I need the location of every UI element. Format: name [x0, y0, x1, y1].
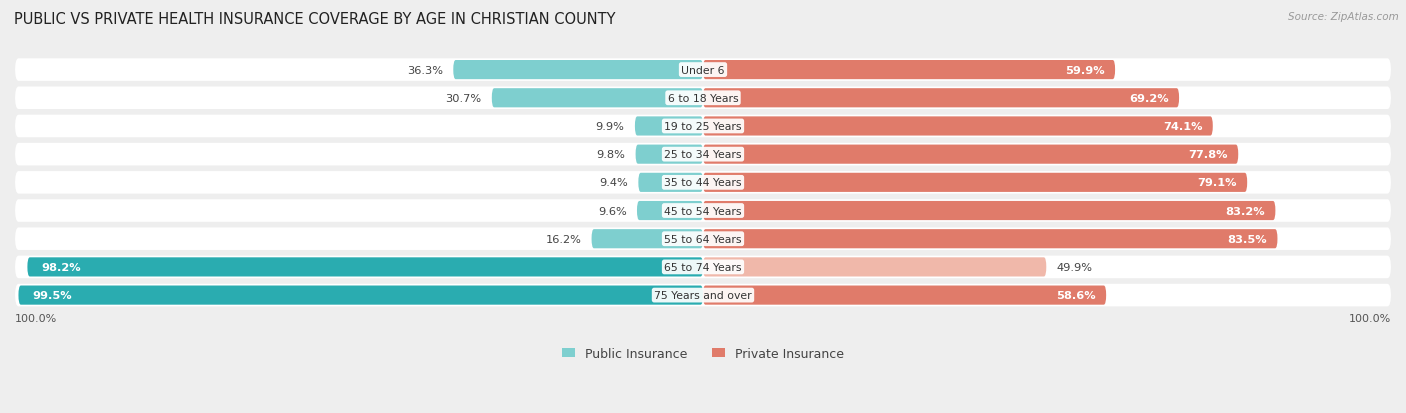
FancyBboxPatch shape [703, 202, 1275, 221]
FancyBboxPatch shape [492, 89, 703, 108]
FancyBboxPatch shape [703, 61, 1115, 80]
FancyBboxPatch shape [703, 89, 1180, 108]
FancyBboxPatch shape [636, 117, 703, 136]
FancyBboxPatch shape [703, 145, 1239, 164]
Text: 59.9%: 59.9% [1066, 65, 1105, 76]
Text: Under 6: Under 6 [682, 65, 724, 76]
Legend: Public Insurance, Private Insurance: Public Insurance, Private Insurance [557, 342, 849, 365]
FancyBboxPatch shape [15, 59, 1391, 82]
FancyBboxPatch shape [15, 172, 1391, 194]
FancyBboxPatch shape [15, 200, 1391, 222]
Text: 79.1%: 79.1% [1198, 178, 1237, 188]
FancyBboxPatch shape [15, 144, 1391, 166]
Text: 69.2%: 69.2% [1129, 94, 1168, 104]
Text: 19 to 25 Years: 19 to 25 Years [664, 122, 742, 132]
Text: Source: ZipAtlas.com: Source: ZipAtlas.com [1288, 12, 1399, 22]
Text: 83.2%: 83.2% [1226, 206, 1265, 216]
FancyBboxPatch shape [636, 145, 703, 164]
Text: 55 to 64 Years: 55 to 64 Years [664, 234, 742, 244]
Text: 9.9%: 9.9% [596, 122, 624, 132]
Text: 45 to 54 Years: 45 to 54 Years [664, 206, 742, 216]
FancyBboxPatch shape [703, 258, 1046, 277]
FancyBboxPatch shape [15, 115, 1391, 138]
Text: 6 to 18 Years: 6 to 18 Years [668, 94, 738, 104]
FancyBboxPatch shape [15, 228, 1391, 250]
Text: 65 to 74 Years: 65 to 74 Years [664, 262, 742, 272]
Text: 16.2%: 16.2% [546, 234, 581, 244]
FancyBboxPatch shape [637, 202, 703, 221]
Text: 100.0%: 100.0% [1348, 313, 1391, 323]
Text: 9.6%: 9.6% [598, 206, 627, 216]
FancyBboxPatch shape [592, 230, 703, 249]
Text: 100.0%: 100.0% [15, 313, 58, 323]
Text: 9.8%: 9.8% [596, 150, 626, 160]
Text: 58.6%: 58.6% [1056, 290, 1095, 300]
Text: 35 to 44 Years: 35 to 44 Years [664, 178, 742, 188]
FancyBboxPatch shape [638, 173, 703, 192]
Text: 74.1%: 74.1% [1163, 122, 1202, 132]
Text: 77.8%: 77.8% [1188, 150, 1227, 160]
FancyBboxPatch shape [703, 286, 1107, 305]
Text: 25 to 34 Years: 25 to 34 Years [664, 150, 742, 160]
FancyBboxPatch shape [453, 61, 703, 80]
Text: 36.3%: 36.3% [406, 65, 443, 76]
FancyBboxPatch shape [703, 173, 1247, 192]
Text: 83.5%: 83.5% [1227, 234, 1267, 244]
FancyBboxPatch shape [703, 117, 1213, 136]
Text: 49.9%: 49.9% [1057, 262, 1092, 272]
Text: 9.4%: 9.4% [599, 178, 628, 188]
FancyBboxPatch shape [27, 258, 703, 277]
FancyBboxPatch shape [15, 256, 1391, 278]
FancyBboxPatch shape [703, 230, 1278, 249]
FancyBboxPatch shape [18, 286, 703, 305]
Text: 98.2%: 98.2% [41, 262, 80, 272]
FancyBboxPatch shape [15, 284, 1391, 306]
Text: 75 Years and over: 75 Years and over [654, 290, 752, 300]
FancyBboxPatch shape [15, 87, 1391, 110]
Text: 99.5%: 99.5% [32, 290, 72, 300]
Text: 30.7%: 30.7% [446, 94, 481, 104]
Text: PUBLIC VS PRIVATE HEALTH INSURANCE COVERAGE BY AGE IN CHRISTIAN COUNTY: PUBLIC VS PRIVATE HEALTH INSURANCE COVER… [14, 12, 616, 27]
